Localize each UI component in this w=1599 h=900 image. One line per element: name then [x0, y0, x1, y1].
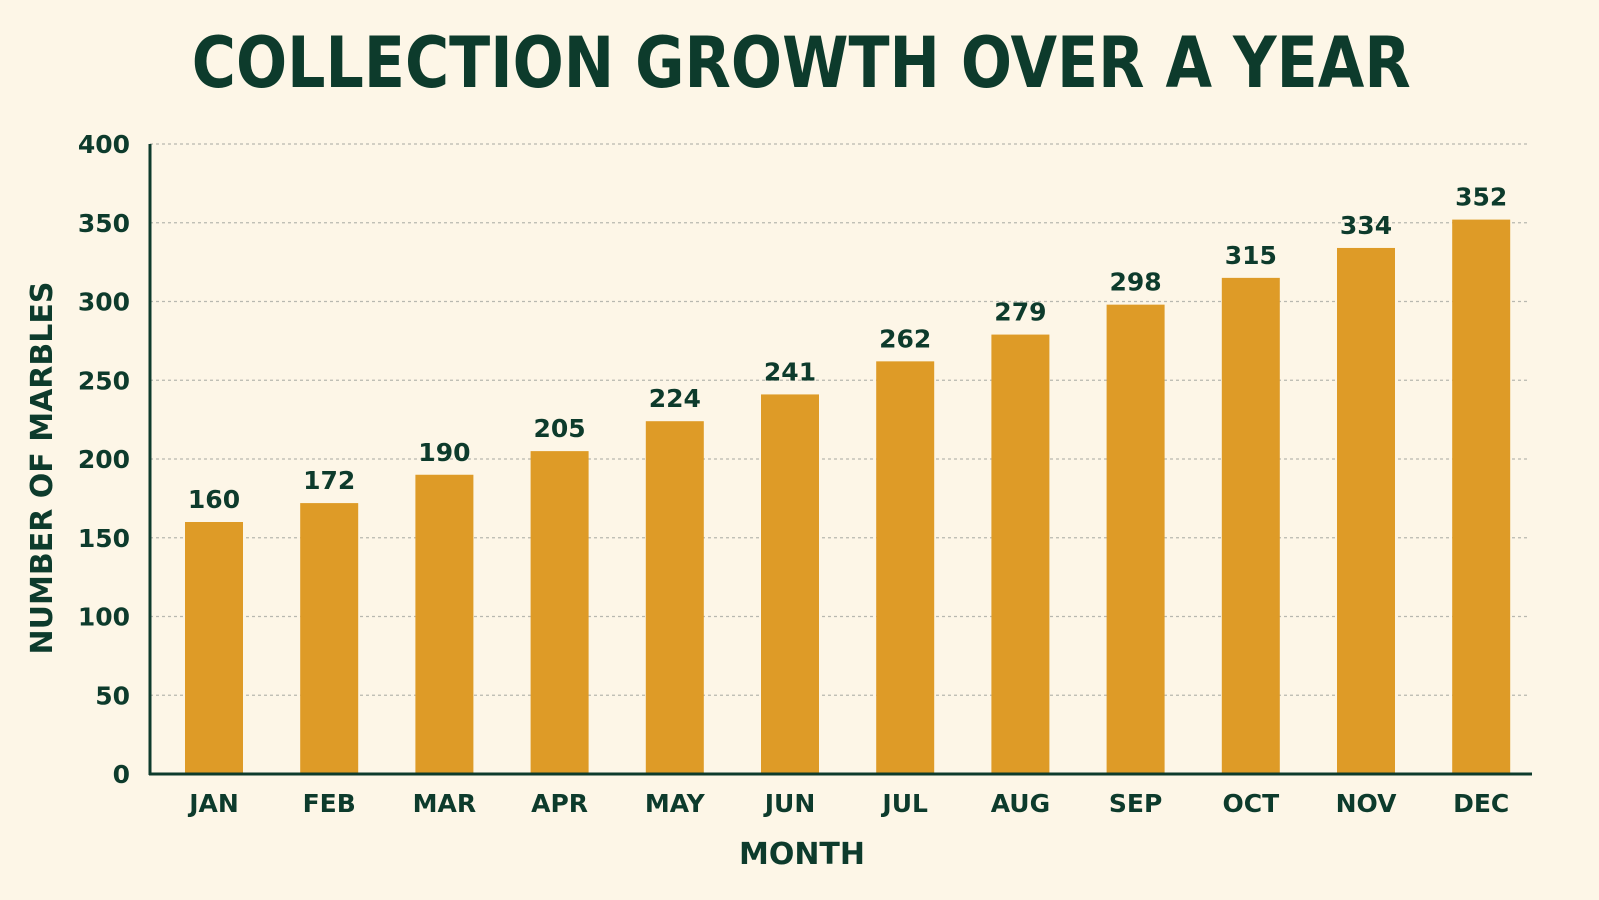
x-tick-label: SEP: [1109, 789, 1162, 818]
data-label: 172: [303, 466, 355, 495]
x-tick-label: APR: [531, 789, 588, 818]
axes: [148, 144, 1532, 776]
bar-oct: [1221, 277, 1280, 774]
x-tick-label: FEB: [303, 789, 356, 818]
x-tick-label: DEC: [1453, 789, 1509, 818]
bar-nov: [1337, 247, 1395, 774]
bar-jul: [876, 361, 935, 774]
y-tick-label: 0: [113, 760, 130, 789]
bars: [185, 219, 1511, 775]
data-label: 241: [764, 357, 816, 386]
y-tick-label: 350: [78, 209, 130, 238]
bar-feb: [300, 503, 359, 774]
data-label: 224: [649, 384, 701, 413]
data-label: 334: [1340, 211, 1392, 240]
data-label: 190: [418, 438, 470, 467]
bar-aug: [991, 334, 1050, 774]
chart-title: COLLECTION GROWTH OVER A YEAR: [191, 22, 1411, 104]
bar-dec: [1452, 219, 1511, 775]
data-label: 279: [994, 298, 1046, 327]
bar-jun: [761, 394, 819, 774]
bar-mar: [415, 474, 474, 774]
data-label: 160: [188, 485, 240, 514]
x-axis-title: MONTH: [739, 837, 865, 872]
x-tick-label: NOV: [1336, 789, 1398, 818]
x-tick-label: MAY: [645, 789, 706, 818]
bar-may: [645, 421, 704, 774]
gridlines: [150, 143, 1530, 696]
y-tick-labels: 0 50 100 150 200 250 300 350 400: [78, 130, 130, 789]
y-tick-label: 400: [78, 130, 130, 159]
x-tick-label: OCT: [1222, 789, 1279, 818]
y-tick-label: 50: [95, 681, 130, 710]
data-label: 205: [534, 414, 586, 443]
data-label: 298: [1110, 268, 1162, 297]
data-label: 352: [1455, 183, 1507, 212]
data-labels: 160 172 190 205 224 241 262 279 298 315 334 352: [188, 183, 1507, 514]
y-tick-label: 200: [78, 445, 130, 474]
y-axis-title: NUMBER OF MARBLES: [25, 282, 60, 655]
data-label: 315: [1225, 241, 1277, 270]
data-label: 262: [879, 324, 931, 353]
x-tick-labels: JAN FEB MAR APR MAY JUN JUL AUG SEP OCT NOV DEC: [187, 789, 1509, 818]
x-tick-label: AUG: [991, 789, 1050, 818]
bar-jan: [185, 522, 243, 774]
x-tick-label: JAN: [187, 789, 239, 818]
bar-sep: [1106, 304, 1165, 774]
y-tick-label: 300: [78, 288, 130, 317]
x-tick-label: MAR: [413, 789, 476, 818]
x-tick-label: JUN: [763, 789, 816, 818]
y-tick-label: 100: [78, 603, 130, 632]
bar-apr: [530, 451, 589, 774]
y-tick-label: 150: [78, 524, 130, 553]
y-tick-label: 250: [78, 366, 130, 395]
x-tick-label: JUL: [880, 789, 928, 818]
